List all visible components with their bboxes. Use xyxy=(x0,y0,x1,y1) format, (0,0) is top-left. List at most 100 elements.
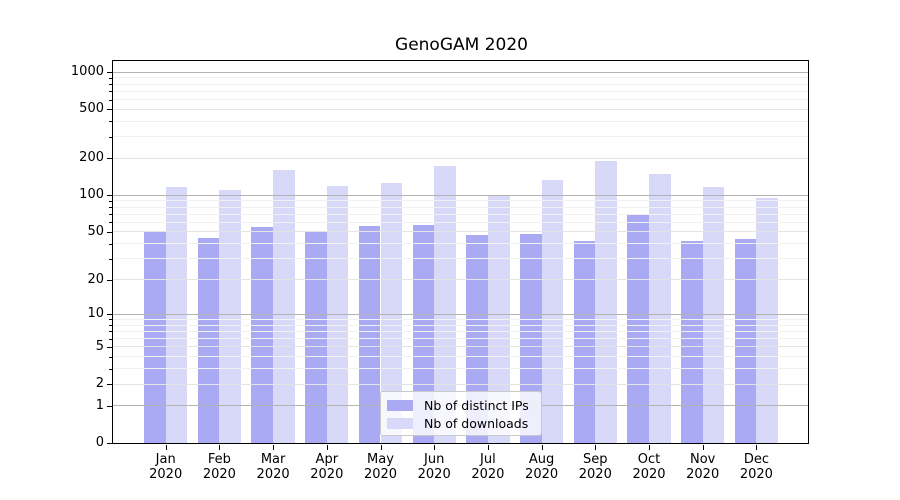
x-tick-year-may: 2020 xyxy=(363,467,398,482)
x-tick-aug xyxy=(541,445,543,450)
x-tick-label-jan: Jan 2020 xyxy=(137,452,195,482)
legend-row-distinct-ips: Nb of distinct IPs xyxy=(387,397,535,414)
gridline-minor-70 xyxy=(113,213,808,215)
gridline-mid-200 xyxy=(113,157,808,159)
gridline-minor-80 xyxy=(113,206,808,208)
bar-sep-distinct-ips xyxy=(573,241,596,443)
bar-sep-downloads xyxy=(595,161,617,443)
bar-mar-downloads xyxy=(273,170,295,443)
x-tick-year-apr: 2020 xyxy=(310,467,344,482)
gridline-mid-20 xyxy=(113,279,808,281)
gridline-minor-4 xyxy=(113,356,808,358)
x-tick-jan xyxy=(165,445,167,450)
gridline-minor-60 xyxy=(113,221,808,223)
y-tick-100 xyxy=(107,195,112,197)
gridline-major-100 xyxy=(113,194,808,196)
bar-feb-downloads xyxy=(219,189,242,443)
bar-may-distinct-ips xyxy=(358,226,381,443)
y-minortick-400 xyxy=(109,121,112,123)
gridline-mid-2 xyxy=(113,383,808,385)
y-tick-label-20: 20 xyxy=(87,271,104,287)
x-tick-label-apr: Apr 2020 xyxy=(298,452,356,482)
y-minortick-600 xyxy=(109,99,112,101)
legend: Nb of distinct IPs Nb of downloads xyxy=(380,391,542,436)
bar-may-downloads xyxy=(380,183,403,443)
y-tick-500 xyxy=(107,109,112,111)
gridline-minor-9 xyxy=(113,318,808,320)
bar-oct-downloads xyxy=(649,173,671,443)
y-minortick-700 xyxy=(109,91,112,93)
y-tick-1 xyxy=(107,405,112,407)
y-minortick-3 xyxy=(109,368,112,370)
chart-title: GenoGAM 2020 xyxy=(395,35,528,55)
gridline-major-1000 xyxy=(113,71,808,73)
x-tick-may xyxy=(380,445,382,450)
y-minortick-6 xyxy=(109,338,112,340)
gridline-minor-400 xyxy=(113,120,808,122)
y-tick-label-1000: 1000 xyxy=(70,64,104,80)
gridline-minor-700 xyxy=(113,90,808,92)
y-tick-1000 xyxy=(107,72,112,74)
y-tick-label-200: 200 xyxy=(79,150,104,166)
bar-oct-distinct-ips xyxy=(627,215,649,443)
y-tick-label-2: 2 xyxy=(95,376,104,392)
x-tick-dec xyxy=(756,445,758,450)
y-tick-20 xyxy=(107,279,112,281)
bar-apr-distinct-ips xyxy=(305,230,327,443)
gridline-minor-7 xyxy=(113,330,808,332)
bar-jun-downloads xyxy=(434,165,456,443)
x-tick-jul xyxy=(487,445,489,450)
gridline-minor-90 xyxy=(113,200,808,202)
x-tick-year-mar: 2020 xyxy=(256,467,290,482)
x-tick-year-nov: 2020 xyxy=(686,467,720,482)
gridline-minor-30 xyxy=(113,258,808,260)
x-tick-label-dec: Dec 2020 xyxy=(727,452,785,482)
gridline-minor-8 xyxy=(113,324,808,326)
gridline-minor-600 xyxy=(113,99,808,101)
x-tick-year-jun: 2020 xyxy=(417,467,451,482)
y-tick-label-50: 50 xyxy=(87,223,104,239)
x-tick-nov xyxy=(702,445,704,450)
gridline-mid-5 xyxy=(113,346,808,348)
y-tick-label-10: 10 xyxy=(87,306,104,322)
y-minortick-300 xyxy=(109,136,112,138)
x-tick-year-jul: 2020 xyxy=(471,467,505,482)
x-tick-jun xyxy=(434,445,436,450)
y-minortick-800 xyxy=(109,84,112,86)
gridline-major-10 xyxy=(113,313,808,315)
gridline-minor-3 xyxy=(113,368,808,370)
x-tick-label-feb: Feb 2020 xyxy=(190,452,248,482)
x-tick-year-aug: 2020 xyxy=(525,467,559,482)
x-tick-oct xyxy=(649,445,650,450)
bar-feb-distinct-ips xyxy=(197,237,220,443)
plot-inner xyxy=(113,61,808,443)
x-tick-label-oct: Oct 2020 xyxy=(620,452,678,482)
y-tick-50 xyxy=(107,231,112,233)
y-minortick-9 xyxy=(109,319,112,321)
y-tick-label-100: 100 xyxy=(79,187,104,203)
y-minortick-90 xyxy=(109,200,112,202)
plot-area: Nb of distinct IPs Nb of downloads xyxy=(112,60,809,444)
x-tick-mar xyxy=(273,445,275,450)
y-minortick-900 xyxy=(109,77,112,79)
x-tick-year-feb: 2020 xyxy=(202,467,236,482)
bar-jan-downloads xyxy=(165,187,188,443)
gridline-minor-900 xyxy=(113,77,808,79)
gridline-minor-6 xyxy=(113,338,808,340)
x-tick-label-may: May 2020 xyxy=(352,452,410,482)
y-tick-label-1: 1 xyxy=(95,397,104,413)
gridline-mid-500 xyxy=(113,108,808,110)
legend-swatch-distinct-ips xyxy=(387,400,413,411)
y-minortick-4 xyxy=(109,356,112,358)
x-tick-year-jan: 2020 xyxy=(149,467,183,482)
y-minortick-40 xyxy=(109,243,112,245)
legend-row-downloads: Nb of downloads xyxy=(387,415,535,432)
y-tick-200 xyxy=(107,158,112,160)
x-tick-label-aug: Aug 2020 xyxy=(513,452,571,482)
x-tick-year-oct: 2020 xyxy=(632,467,666,482)
legend-label-distinct-ips: Nb of distinct IPs xyxy=(424,398,529,413)
x-tick-feb xyxy=(219,445,221,450)
y-minortick-7 xyxy=(109,331,112,333)
bar-dec-distinct-ips xyxy=(734,238,757,443)
